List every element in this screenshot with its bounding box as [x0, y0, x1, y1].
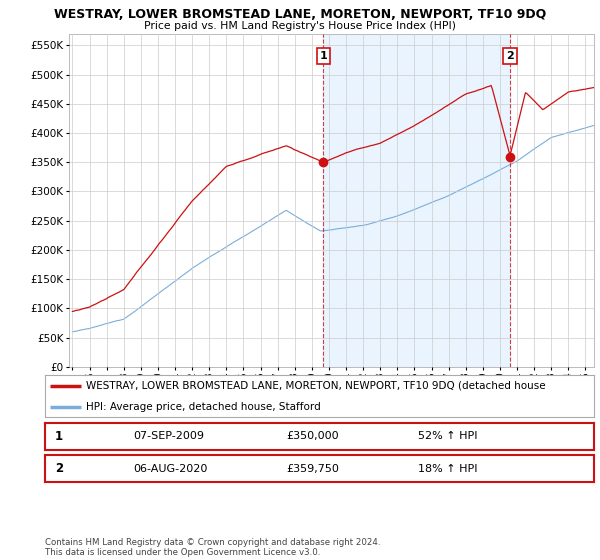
- Text: 18% ↑ HPI: 18% ↑ HPI: [418, 464, 478, 474]
- Text: £350,000: £350,000: [287, 431, 339, 441]
- Text: Contains HM Land Registry data © Crown copyright and database right 2024.
This d: Contains HM Land Registry data © Crown c…: [45, 538, 380, 557]
- Text: 2: 2: [506, 51, 514, 61]
- Text: WESTRAY, LOWER BROMSTEAD LANE, MORETON, NEWPORT, TF10 9DQ: WESTRAY, LOWER BROMSTEAD LANE, MORETON, …: [54, 8, 546, 21]
- Text: 2: 2: [55, 462, 63, 475]
- Text: £359,750: £359,750: [287, 464, 340, 474]
- Text: 1: 1: [319, 51, 327, 61]
- Text: 52% ↑ HPI: 52% ↑ HPI: [418, 431, 478, 441]
- Text: 07-SEP-2009: 07-SEP-2009: [133, 431, 204, 441]
- Text: 06-AUG-2020: 06-AUG-2020: [133, 464, 207, 474]
- Text: Price paid vs. HM Land Registry's House Price Index (HPI): Price paid vs. HM Land Registry's House …: [144, 21, 456, 31]
- Text: HPI: Average price, detached house, Stafford: HPI: Average price, detached house, Staf…: [86, 402, 321, 412]
- Text: 1: 1: [55, 430, 63, 443]
- Bar: [323, 34, 510, 367]
- Text: WESTRAY, LOWER BROMSTEAD LANE, MORETON, NEWPORT, TF10 9DQ (detached house: WESTRAY, LOWER BROMSTEAD LANE, MORETON, …: [86, 381, 546, 391]
